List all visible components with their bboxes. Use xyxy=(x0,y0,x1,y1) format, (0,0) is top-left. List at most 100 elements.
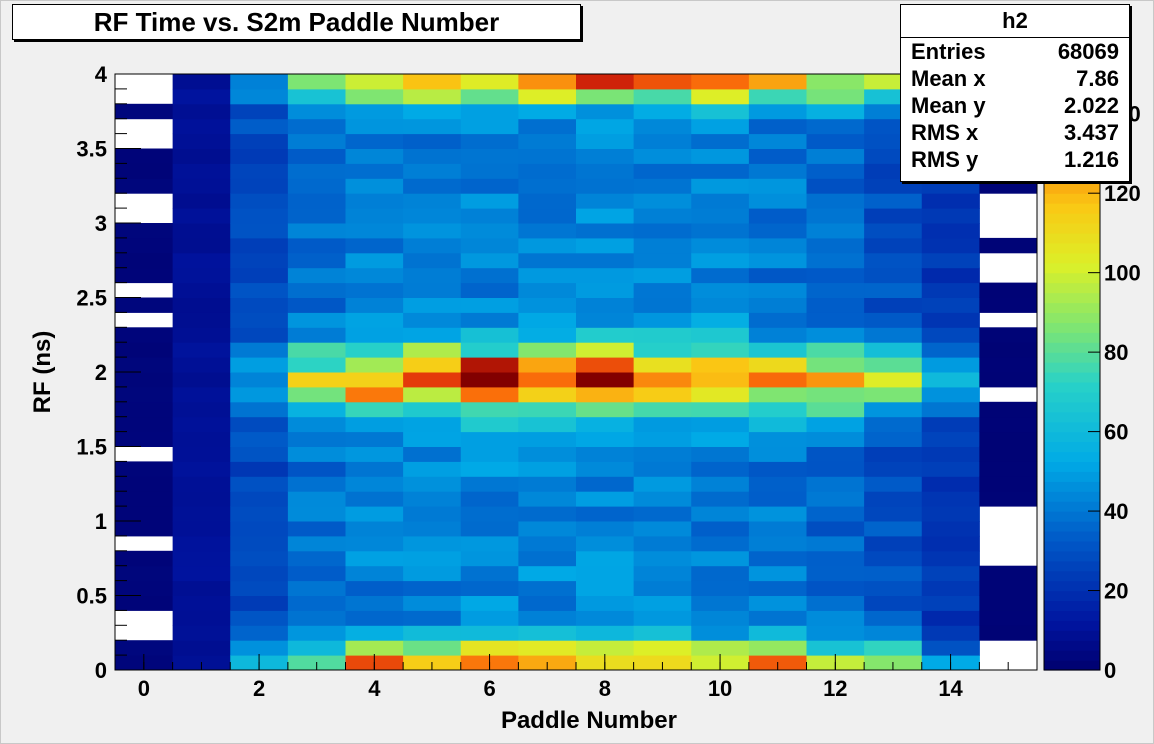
heatmap-cell xyxy=(403,595,462,611)
heatmap-cell xyxy=(230,491,289,507)
heatmap-cell xyxy=(691,461,750,477)
heatmap-cell xyxy=(115,237,174,254)
heatmap-cell xyxy=(748,431,808,447)
heatmap-cell xyxy=(230,118,289,135)
heatmap-cell xyxy=(864,372,923,388)
heatmap-cell xyxy=(403,148,462,164)
heatmap-cell xyxy=(864,446,923,462)
x-tick-label: 10 xyxy=(708,676,732,701)
heatmap-cell xyxy=(691,148,750,164)
heatmap-cell xyxy=(115,148,174,164)
heatmap-cell xyxy=(460,506,519,522)
heatmap-cell xyxy=(576,163,635,179)
heatmap-cell xyxy=(403,476,462,492)
heatmap-cell xyxy=(576,327,635,343)
heatmap-cell xyxy=(230,401,289,418)
heatmap-cell xyxy=(576,297,635,313)
heatmap-cell xyxy=(345,74,404,90)
heatmap-cell xyxy=(345,625,404,641)
heatmap-cell xyxy=(172,282,231,298)
heatmap-cell xyxy=(115,103,174,120)
stats-row: Entries 68069 xyxy=(901,38,1129,65)
heatmap-cell xyxy=(518,506,577,522)
heatmap-cell xyxy=(518,372,577,388)
heatmap-cell xyxy=(748,178,808,194)
heatmap-cell xyxy=(921,342,980,358)
heatmap-cell xyxy=(230,416,289,433)
heatmap-cell xyxy=(287,312,347,328)
heatmap-cell xyxy=(633,625,692,641)
y-axis-title: RF (ns) xyxy=(29,331,56,414)
heatmap-cell xyxy=(748,461,808,477)
heatmap-cell xyxy=(345,208,404,224)
heatmap-cell xyxy=(230,476,289,492)
heatmap-cell xyxy=(518,640,577,656)
heatmap-cell xyxy=(345,372,404,388)
heatmap-cell xyxy=(287,401,347,418)
heatmap-cell xyxy=(345,521,404,537)
heatmap-cell xyxy=(921,625,980,641)
heatmap-cell xyxy=(691,565,750,582)
palette-swatch xyxy=(1044,362,1100,373)
heatmap-cell xyxy=(921,178,980,194)
palette-swatch xyxy=(1044,203,1100,214)
heatmap-cell xyxy=(633,550,692,567)
heatmap-cell xyxy=(864,580,923,596)
heatmap-cell xyxy=(806,312,865,328)
heatmap-cell xyxy=(230,178,289,194)
heatmap-cell xyxy=(633,252,692,269)
heatmap-cell xyxy=(115,550,174,567)
heatmap-cell xyxy=(172,625,231,641)
heatmap-cell xyxy=(460,237,519,254)
heatmap-cell xyxy=(345,550,404,567)
heatmap-cell xyxy=(748,625,808,641)
heatmap-cell xyxy=(921,327,980,343)
heatmap-cell xyxy=(576,640,635,656)
heatmap-cell xyxy=(691,193,750,209)
heatmap-cell xyxy=(748,252,808,269)
heatmap-cell xyxy=(979,282,1038,298)
heatmap-cell xyxy=(518,282,577,298)
heatmap-cell xyxy=(576,252,635,269)
heatmap-cell xyxy=(230,267,289,284)
heatmap-cell xyxy=(460,386,519,403)
heatmap-cell xyxy=(806,550,865,567)
heatmap-cell xyxy=(864,297,923,313)
heatmap-cell xyxy=(979,342,1038,358)
heatmap-cell xyxy=(403,208,462,224)
heatmap-cell xyxy=(979,461,1038,477)
palette-swatch xyxy=(1044,372,1100,383)
heatmap-cell xyxy=(403,461,462,477)
heatmap-cell xyxy=(172,595,231,611)
heatmap-cell xyxy=(230,431,289,447)
heatmap-cell xyxy=(172,163,231,179)
heatmap-cell xyxy=(691,416,750,433)
heatmap-cell xyxy=(287,208,347,224)
heatmap-cell xyxy=(287,476,347,492)
heatmap-cell xyxy=(748,640,808,656)
heatmap-cell xyxy=(864,223,923,239)
heatmap-cell xyxy=(633,431,692,447)
palette-swatch xyxy=(1044,610,1100,621)
heatmap-cell xyxy=(576,521,635,537)
heatmap-cell xyxy=(115,267,174,284)
heatmap-cell xyxy=(230,223,289,239)
palette-swatch xyxy=(1044,262,1100,274)
heatmap-cell xyxy=(287,610,347,626)
heatmap-cell xyxy=(576,267,635,284)
heatmap-cell xyxy=(403,372,462,388)
heatmap-cell xyxy=(403,267,462,284)
stats-row: Mean x 7.86 xyxy=(901,65,1129,92)
heatmap-cell xyxy=(633,237,692,254)
heatmap-cell xyxy=(691,550,750,567)
heatmap-cell xyxy=(633,297,692,313)
stats-box: h2 Entries 68069 Mean x 7.86 Mean y 2.022 RMS … xyxy=(900,4,1130,182)
heatmap-cell xyxy=(518,535,577,552)
heatmap-cell xyxy=(576,342,635,358)
heatmap-cell xyxy=(864,565,923,582)
heatmap-cell xyxy=(460,312,519,328)
heatmap-cell xyxy=(172,372,231,388)
heatmap-cell xyxy=(633,118,692,135)
heatmap-cell xyxy=(518,208,577,224)
heatmap-cell xyxy=(691,88,750,105)
